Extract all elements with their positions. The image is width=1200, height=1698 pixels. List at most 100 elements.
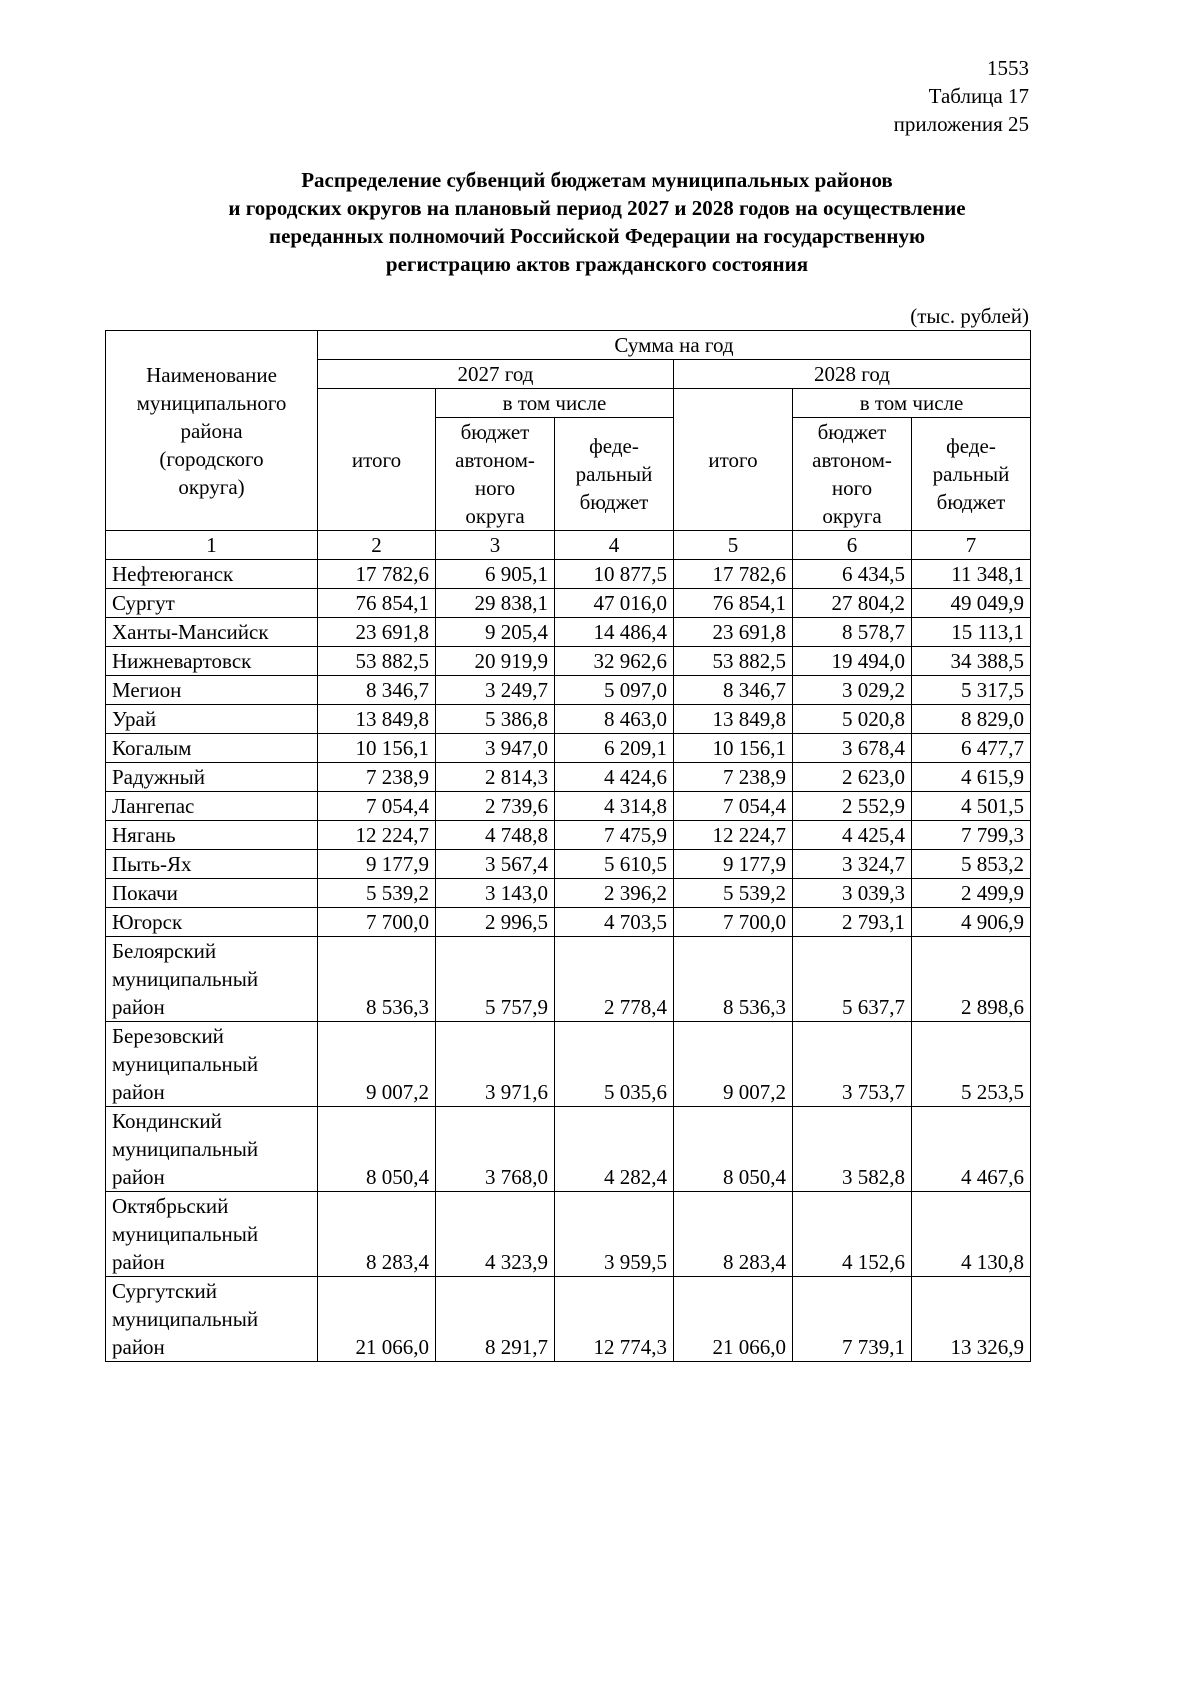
table-row: Березовский муниципальный район 9 007,2 3 97… [105,1021,1032,1107]
document-title: Распределение субвенций бюджетам муницип… [100,166,1094,278]
name-line: Пыть-Ях [112,852,192,876]
value-cell: 23 691,8 [317,617,436,647]
value-cell: 8 050,4 [673,1106,793,1192]
value-cell: 6 209,1 [554,733,674,763]
table-row: Югорск 7 700,0 2 996,5 4 703,5 7 700,0 2 793,… [105,907,1032,937]
value-cell: 3 249,7 [435,675,555,705]
name-line: муниципальный [112,1307,259,1331]
header-text: округа [465,504,525,528]
value-cell: 4 152,6 [792,1191,912,1277]
header-text: района [180,418,243,443]
value-cell: 4 748,8 [435,820,555,850]
value-cell: 2 739,6 [435,791,555,821]
value-cell: 53 882,5 [673,646,793,676]
name-line: Октябрьский [112,1194,229,1218]
column-number: 6 [792,530,912,560]
column-number: 2 [317,530,436,560]
value-cell: 8 050,4 [317,1106,436,1192]
value-cell: 12 774,3 [554,1276,674,1362]
header-text: автоном- [455,448,535,472]
table-row: Белоярский муниципальный район 8 536,3 5 757… [105,936,1032,1022]
value-cell: 13 326,9 [910,1276,1032,1362]
value-cell: 3 947,0 [435,733,555,763]
name-line: муниципальный [112,1222,259,1246]
value-cell: 3 324,7 [792,849,912,879]
value-cell: 14 486,4 [554,617,674,647]
value-cell: 49 049,9 [910,588,1032,618]
name-line: район [112,1335,165,1359]
appendix-label: приложения 25 [893,112,1029,136]
table-row: Покачи 5 539,2 3 143,0 2 396,2 5 539,2 3 039,… [105,878,1032,908]
value-cell: 4 130,8 [910,1191,1032,1277]
value-cell: 19 494,0 [792,646,912,676]
value-cell: 7 739,1 [792,1276,912,1362]
title-line: Распределение субвенций бюджетам муницип… [301,168,893,192]
header-text: ральный [932,462,1010,486]
header-text: бюджет [460,420,530,444]
value-cell: 4 501,5 [910,791,1032,821]
table-label: Таблица 17 [928,84,1029,108]
value-cell: 8 283,4 [317,1191,436,1277]
header-text: феде- [946,434,996,458]
municipality-name: Нефтеюганск [105,559,318,589]
value-cell: 5 020,8 [792,704,912,734]
value-cell: 3 678,4 [792,733,912,763]
value-cell: 3 567,4 [435,849,555,879]
table-row: Радужный 7 238,9 2 814,3 4 424,6 7 238,9 2 62… [105,762,1032,792]
column-number: 3 [435,530,555,560]
table-row: Когалым 10 156,1 3 947,0 6 209,1 10 156,1 3 6… [105,733,1032,763]
value-cell: 7 054,4 [673,791,793,821]
value-cell: 7 475,9 [554,820,674,850]
table-row: Октябрьский муниципальный район 8 283,4 4 32… [105,1191,1032,1277]
value-cell: 27 804,2 [792,588,912,618]
name-line: Нягань [112,823,176,847]
value-cell: 2 814,3 [435,762,555,792]
name-line: Ханты-Мансийск [112,620,269,644]
header-year-2028: 2028 год [672,359,1032,389]
header-including: в том числе [791,388,1032,418]
value-cell: 9 177,9 [317,849,436,879]
header-total: итого [673,388,793,531]
header-text: бюджет [579,490,649,514]
value-cell: 23 691,8 [673,617,793,647]
value-cell: 4 425,4 [792,820,912,850]
value-cell: 6 905,1 [435,559,555,589]
value-cell: 32 962,6 [554,646,674,676]
value-cell: 5 610,5 [554,849,674,879]
table-row: Сургутский муниципальный район 21 066,0 8 29… [105,1276,1032,1362]
value-cell: 3 029,2 [792,675,912,705]
value-cell: 17 782,6 [673,559,793,589]
value-cell: 8 578,7 [792,617,912,647]
value-cell: 7 799,3 [910,820,1032,850]
name-line: муниципальный [112,967,259,991]
value-cell: 9 177,9 [673,849,793,879]
name-line: Березовский [112,1024,224,1048]
municipality-name: Урай [105,704,318,734]
municipality-name: Нижневартовск [105,646,318,676]
value-cell: 8 346,7 [317,675,436,705]
value-cell: 5 097,0 [554,675,674,705]
table-row: Кондинский муниципальный район 8 050,4 3 768… [105,1106,1032,1192]
value-cell: 2 396,2 [554,878,674,908]
value-cell: 4 282,4 [554,1106,674,1192]
title-line: и городских округов на плановый период 2… [228,196,966,220]
value-cell: 5 853,2 [910,849,1032,879]
value-cell: 3 143,0 [435,878,555,908]
value-cell: 2 778,4 [554,936,674,1022]
value-cell: 76 854,1 [317,588,436,618]
table-row: Мегион 8 346,7 3 249,7 5 097,0 8 346,7 3 029,… [105,675,1032,705]
value-cell: 21 066,0 [317,1276,436,1362]
value-cell: 5 757,9 [435,936,555,1022]
value-cell: 13 849,8 [673,704,793,734]
column-number: 5 [673,530,793,560]
header-text: округа [822,504,882,528]
header-year-2027: 2027 год [317,359,674,389]
name-line: Югорск [112,910,183,934]
value-cell: 7 238,9 [317,762,436,792]
name-line: Нефтеюганск [112,562,234,586]
header-name: Наименование муниципального района (горо… [105,330,318,531]
value-cell: 3 971,6 [435,1021,555,1107]
value-cell: 8 829,0 [910,704,1032,734]
units-label: (тыс. рублей) [910,304,1029,328]
value-cell: 5 035,6 [554,1021,674,1107]
